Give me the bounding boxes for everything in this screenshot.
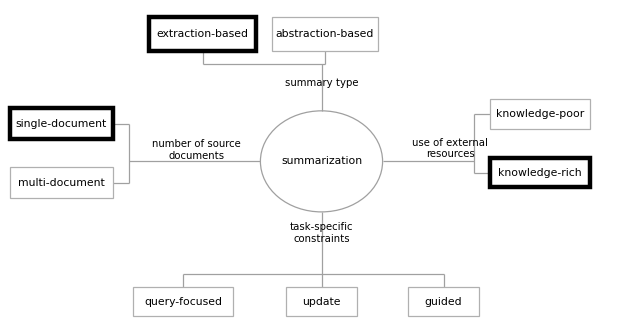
FancyBboxPatch shape: [490, 158, 590, 187]
FancyBboxPatch shape: [10, 167, 113, 198]
Text: summarization: summarization: [281, 156, 362, 166]
Text: knowledge-rich: knowledge-rich: [498, 168, 582, 178]
Text: query-focused: query-focused: [144, 297, 222, 306]
Text: single-document: single-document: [15, 119, 107, 129]
Text: abstraction-based: abstraction-based: [276, 29, 374, 39]
FancyBboxPatch shape: [10, 108, 113, 140]
Text: use of external
resources: use of external resources: [412, 138, 488, 159]
Text: summary type: summary type: [285, 78, 358, 88]
Text: task-specific
constraints: task-specific constraints: [290, 222, 353, 244]
FancyBboxPatch shape: [408, 287, 479, 316]
Text: guided: guided: [425, 297, 462, 306]
Text: extraction-based: extraction-based: [156, 29, 249, 39]
FancyBboxPatch shape: [272, 17, 378, 51]
Text: knowledge-poor: knowledge-poor: [496, 109, 584, 119]
FancyBboxPatch shape: [134, 287, 233, 316]
FancyBboxPatch shape: [149, 17, 255, 51]
FancyBboxPatch shape: [286, 287, 357, 316]
Text: update: update: [302, 297, 341, 306]
Text: number of source
documents: number of source documents: [152, 139, 240, 161]
Text: multi-document: multi-document: [18, 178, 104, 187]
FancyBboxPatch shape: [490, 99, 590, 129]
